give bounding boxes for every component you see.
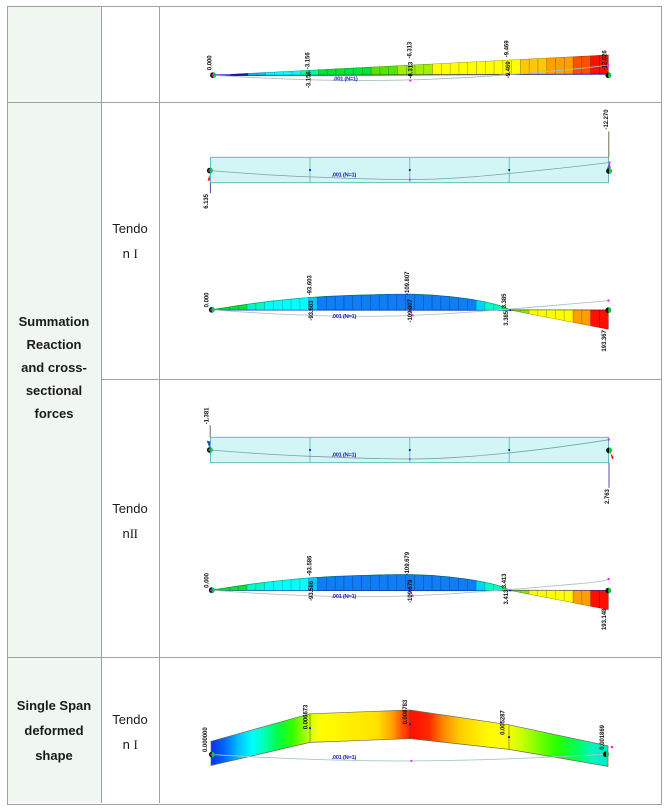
svg-text:-1.381: -1.381 <box>204 407 210 424</box>
svg-text:-109.807: -109.807 <box>408 299 414 323</box>
svg-text:0.000: 0.000 <box>208 55 214 70</box>
svg-text:-6.313: -6.313 <box>409 61 415 78</box>
svg-text:-93.586: -93.586 <box>309 580 315 601</box>
svg-text:0.005287: 0.005287 <box>501 710 507 735</box>
svg-text:.001 (N=1): .001 (N=1) <box>332 452 357 458</box>
svg-text:3.413: 3.413 <box>504 589 510 604</box>
svg-text:0.000: 0.000 <box>205 292 211 307</box>
svg-text:0.006673: 0.006673 <box>304 704 310 729</box>
svg-text:-3.156: -3.156 <box>305 52 311 69</box>
svg-text:-3.156: -3.156 <box>307 71 313 88</box>
svg-text:3.413: 3.413 <box>502 573 508 588</box>
svg-text:-109.679: -109.679 <box>408 579 414 603</box>
svg-text:-93.603: -93.603 <box>308 275 314 296</box>
svg-text:2.763: 2.763 <box>605 489 611 504</box>
svg-text:0.008783: 0.008783 <box>403 699 409 724</box>
svg-text:193.367: 193.367 <box>602 330 608 352</box>
svg-text:-9.469: -9.469 <box>505 40 511 57</box>
svg-text:.001 (N=1): .001 (N=1) <box>332 594 357 600</box>
svg-text:-93.586: -93.586 <box>308 555 314 576</box>
svg-text:-109.807: -109.807 <box>405 271 411 295</box>
svg-text:.001 (N=1): .001 (N=1) <box>332 173 357 179</box>
svg-text:193.148: 193.148 <box>602 608 608 630</box>
svg-text:.001 (N=1): .001 (N=1) <box>332 314 357 320</box>
svg-text:-93.603: -93.603 <box>309 300 315 321</box>
svg-text:0.000: 0.000 <box>205 572 211 587</box>
svg-text:-9.469: -9.469 <box>506 61 512 78</box>
svg-text:-6.313: -6.313 <box>407 41 413 58</box>
svg-text:6.135: 6.135 <box>204 193 210 208</box>
svg-text:-109.679: -109.679 <box>405 551 411 575</box>
svg-text:0.001869: 0.001869 <box>600 724 606 749</box>
svg-text:.001 (N=1): .001 (N=1) <box>332 755 357 761</box>
svg-text:3.385: 3.385 <box>502 293 508 308</box>
svg-text:.001 (N=1): .001 (N=1) <box>333 76 358 82</box>
svg-text:0.000000: 0.000000 <box>203 727 209 752</box>
svg-text:-12.270: -12.270 <box>604 109 610 130</box>
svg-text:-12.626: -12.626 <box>602 50 608 71</box>
svg-text:3.385: 3.385 <box>504 310 510 325</box>
